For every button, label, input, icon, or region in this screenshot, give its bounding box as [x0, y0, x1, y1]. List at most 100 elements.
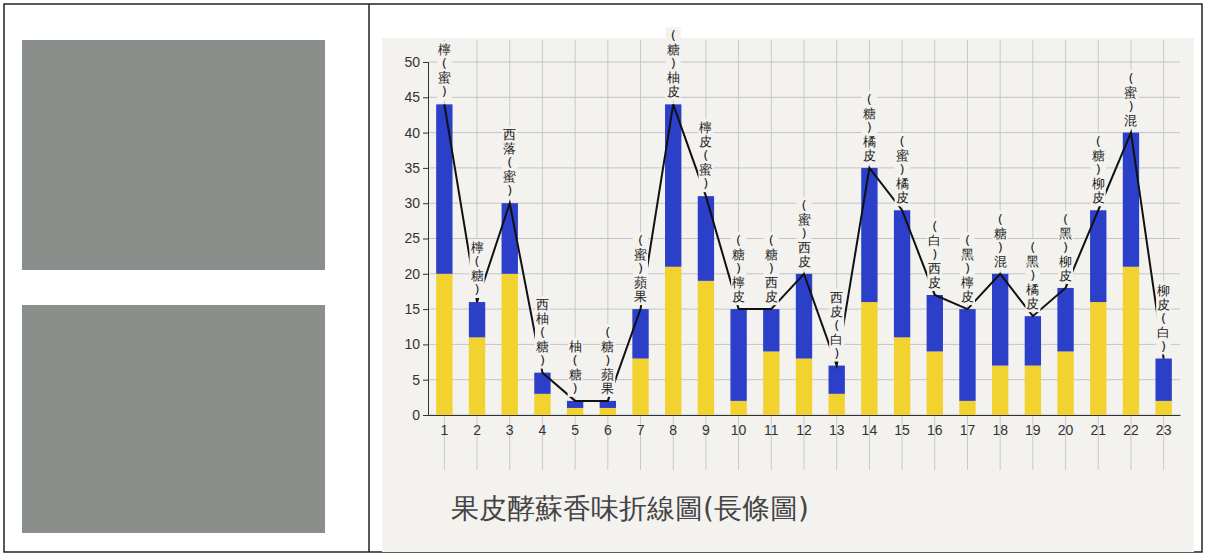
y-tick-mark: [423, 62, 428, 63]
bar: [600, 408, 616, 415]
label-patch: [437, 41, 452, 100]
bar-annotation: 檸(蜜): [438, 42, 451, 99]
photo: [22, 305, 325, 533]
y-tick-label: 25: [404, 230, 420, 246]
total-line: [444, 104, 1163, 401]
bar: [665, 267, 681, 415]
bar-annotation: (蜜)橘皮: [896, 134, 909, 205]
x-tick: 5: [571, 415, 579, 438]
label-patch: [797, 197, 812, 270]
x-tick-label: 5: [571, 422, 579, 438]
y-tick-mark: [423, 97, 428, 98]
y-tick-label: 40: [404, 125, 420, 141]
x-tick: 14: [862, 415, 878, 438]
bar-annotation: (糖)檸皮: [732, 233, 745, 304]
bar: [763, 351, 779, 415]
x-tick-label: 15: [894, 422, 910, 438]
label-patch: [927, 218, 942, 291]
bar-annotation: (黑)檸皮: [961, 233, 974, 304]
bar: [894, 210, 910, 337]
bar-annotation: (糖)蘋果: [601, 325, 614, 396]
y-tick-mark: [423, 133, 428, 134]
y-tick: 0: [412, 407, 428, 423]
x-tick-label: 20: [1058, 422, 1074, 438]
bar-annotation: 柳皮(白): [1157, 283, 1170, 354]
x-axis-line: [429, 415, 1181, 416]
label-patch: [993, 211, 1008, 270]
label-patch: [895, 133, 910, 206]
bar: [534, 373, 550, 394]
x-tick: 11: [764, 415, 779, 438]
bar: [959, 309, 975, 401]
bar: [763, 309, 779, 351]
x-tick: 19: [1025, 415, 1041, 438]
bar: [861, 302, 877, 415]
bar-annotation: 柚(糖): [569, 339, 582, 396]
bar-annotation: (白)西皮: [928, 219, 941, 290]
x-tick-label: 11: [764, 422, 779, 438]
x-tick: 10: [731, 415, 747, 438]
y-tick: 10: [404, 336, 428, 352]
x-tick-label: 6: [604, 422, 612, 438]
bar: [632, 359, 648, 415]
x-tick-label: 18: [992, 422, 1008, 438]
x-tick: 22: [1123, 415, 1139, 438]
x-tick-label: 16: [927, 422, 943, 438]
y-tick: 35: [404, 160, 428, 176]
bar: [1057, 351, 1073, 415]
x-tick-label: 4: [539, 422, 547, 438]
bar: [861, 168, 877, 302]
y-tick: 25: [404, 230, 428, 246]
x-tick: 8: [669, 415, 677, 438]
bar: [829, 394, 845, 415]
bar: [1090, 302, 1106, 415]
x-tick: 3: [506, 415, 514, 438]
bar: [730, 309, 746, 401]
bar-annotation: 西皮(白): [830, 290, 843, 361]
bar-annotation: 檸皮(蜜): [699, 120, 712, 191]
label-patch: [1156, 282, 1171, 355]
bar-annotation: (糖)柳皮: [1092, 134, 1105, 205]
x-axis: 1234567891011121314151617181920212223: [429, 415, 1181, 438]
bar: [502, 203, 518, 274]
label-patch: [960, 232, 975, 305]
x-tick: 23: [1156, 415, 1172, 438]
y-axis-line: [423, 63, 429, 416]
y-tick-label: 30: [404, 195, 420, 211]
y-tick-mark: [423, 239, 428, 240]
x-tick-label: 1: [440, 422, 448, 438]
label-patch: [862, 91, 877, 164]
label-patch: [1058, 211, 1073, 284]
x-tick: 4: [539, 415, 547, 438]
y-tick-label: 35: [404, 160, 420, 176]
x-tick-label: 21: [1090, 422, 1106, 438]
bar: [730, 401, 746, 415]
label-patch: [1123, 70, 1138, 129]
x-tick-label: 10: [731, 422, 747, 438]
bar: [600, 401, 616, 408]
y-tick: 50: [404, 54, 428, 70]
grid-line: [428, 167, 1180, 168]
x-tick-label: 7: [637, 422, 645, 438]
bar: [469, 302, 485, 337]
x-tick-label: 9: [702, 422, 710, 438]
x-tick: 2: [473, 415, 481, 438]
x-tick: 12: [796, 415, 812, 438]
y-tick-mark: [423, 168, 428, 169]
bar: [1025, 366, 1041, 415]
bar: [665, 104, 681, 266]
y-tick: 45: [404, 89, 428, 105]
x-tick: 16: [927, 415, 943, 438]
y-tick-mark: [423, 380, 428, 381]
label-patch: [1025, 239, 1040, 312]
bar: [698, 281, 714, 415]
label-patch: [698, 119, 713, 192]
bar-annotation: (黑)柳皮: [1059, 212, 1072, 283]
bar: [829, 366, 845, 394]
bar: [469, 337, 485, 415]
bar: [698, 196, 714, 281]
y-tick-mark: [423, 344, 428, 345]
y-tick: 20: [404, 266, 428, 282]
bar: [1057, 288, 1073, 352]
bar: [1155, 359, 1171, 401]
